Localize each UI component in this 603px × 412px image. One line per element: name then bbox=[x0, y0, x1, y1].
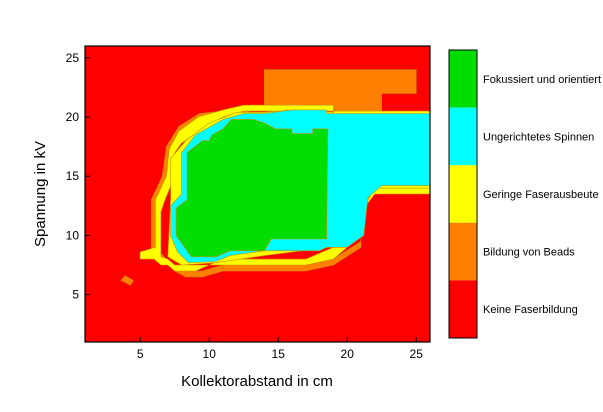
legend-swatch-0 bbox=[449, 50, 477, 108]
legend-label-4: Keine Faserbildung bbox=[483, 304, 578, 316]
y-tick-label: 10 bbox=[66, 228, 80, 242]
x-tick-label: 10 bbox=[203, 347, 217, 361]
x-tick-label: 20 bbox=[341, 347, 355, 361]
x-tick-label: 5 bbox=[137, 347, 144, 361]
x-tick-label: 25 bbox=[410, 347, 424, 361]
y-tick-label: 5 bbox=[72, 288, 79, 302]
legend-swatch-3 bbox=[449, 222, 477, 281]
plot-frame bbox=[84, 45, 431, 343]
legend-swatch-4 bbox=[449, 280, 477, 338]
contour-region-7 bbox=[120, 275, 134, 286]
legend-label-1: Ungerichtetes Spinnen bbox=[483, 131, 594, 143]
x-tick-label: 15 bbox=[272, 347, 286, 361]
contour-region-3 bbox=[139, 104, 349, 272]
legend-label-0: Fokussiert und orientiert bbox=[483, 74, 601, 86]
y-axis-label: Spannung in kV bbox=[32, 141, 49, 247]
y-tick-label: 25 bbox=[66, 51, 80, 65]
contour-regions bbox=[120, 69, 430, 286]
y-tick-label: 20 bbox=[66, 110, 80, 124]
legend-frame bbox=[448, 49, 478, 339]
legend-label-3: Bildung von Beads bbox=[483, 247, 575, 259]
y-tick-label: 15 bbox=[66, 169, 80, 183]
legend-swatch-1 bbox=[449, 107, 477, 166]
legend: Fokussiert und orientiert Ungerichtetes S… bbox=[448, 49, 601, 339]
x-axis-label: Kollektorabstand in cm bbox=[181, 373, 333, 390]
legend-label-2: Geringe Faserausbeute bbox=[483, 189, 599, 201]
x-axis-ticks: 5 10 15 20 25 bbox=[137, 337, 423, 361]
y-axis-ticks: 5 10 15 20 25 bbox=[66, 51, 90, 302]
legend-swatch-2 bbox=[449, 165, 477, 223]
contour-region-6 bbox=[175, 119, 329, 258]
